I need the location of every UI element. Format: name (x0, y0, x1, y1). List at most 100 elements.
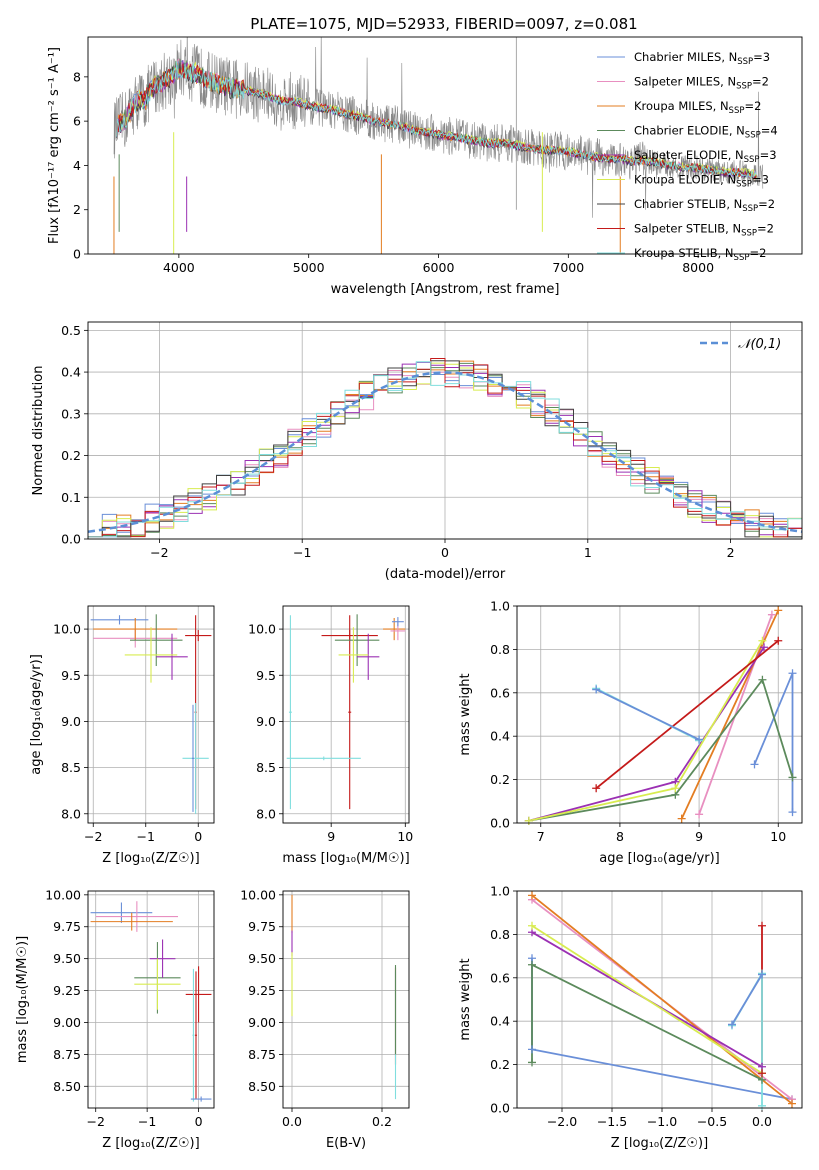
plot-area (90, 901, 212, 1102)
legend-label: Chabrier STELIB, NSSP=2 (634, 197, 775, 214)
weight-line (528, 640, 764, 822)
y-tick-label: 0.0 (490, 1101, 510, 1116)
x-tick-label: −1 (293, 545, 311, 560)
plus-marker (758, 970, 766, 979)
weight-line (753, 672, 794, 765)
plus-marker (528, 960, 536, 969)
y-tick-label: 9.00 (53, 1015, 81, 1030)
y-tick-label: 8.50 (53, 1079, 81, 1094)
x-tick-label: −0.5 (697, 1114, 727, 1129)
y-tick-label: 8.50 (248, 1079, 276, 1094)
y-tick-label: 0.2 (61, 448, 81, 463)
legend-label: 𝒩(0,1) (738, 337, 781, 352)
x-tick-label: 2 (727, 545, 735, 560)
panel-weight-vs-age: 7 8 9 10 0.0 0.2 0.4 0.6 0.8 1.0 age [log₁₀(age/yr… (458, 599, 803, 866)
y-tick-label: 8.5 (61, 760, 81, 775)
y-axis-label: Flux [fλ10⁻¹⁷ erg cm⁻² s⁻¹ A⁻¹] (47, 47, 62, 244)
model-spectrum-line (116, 61, 757, 180)
y-tick-label: 9.5 (61, 668, 81, 683)
y-tick-label: 9.50 (248, 951, 276, 966)
y-tick-label: 10.0 (53, 622, 81, 637)
x-tick-label: 8 (616, 829, 624, 844)
figure-title: PLATE=1075, MJD=52933, FIBERID=0097, z=0… (250, 15, 637, 33)
y-tick-label: 10.0 (248, 622, 276, 637)
y-tick-label: 0.5 (61, 323, 81, 338)
y-axis-label: Normed distribution (31, 366, 46, 496)
weight-line (595, 688, 700, 741)
x-tick-label: −2 (86, 1114, 104, 1129)
y-tick-label: 8 (73, 69, 81, 84)
plus-marker (528, 891, 536, 900)
x-tick-label: 6000 (423, 260, 455, 275)
legend-label: Chabrier ELODIE, NSSP=4 (634, 124, 778, 141)
plot-area (90, 614, 212, 814)
panel-spectrum: 4000 5000 6000 7000 8000 0 2 4 6 8 wavelength [Ang… (47, 36, 803, 297)
plus-marker (758, 1101, 766, 1110)
plus-marker (758, 675, 767, 684)
y-tick-label: 0.4 (490, 729, 510, 744)
plus-marker (592, 784, 601, 793)
axes-frame (282, 890, 410, 1109)
x-tick-label: −2 (84, 829, 102, 844)
panel-mass-vs-Z: −2 −1 0 8.50 8.75 9.00 9.25 9.50 9.75 10.00 Z [log… (15, 887, 215, 1151)
y-tick-label: 1.0 (490, 884, 510, 899)
plus-marker (671, 784, 680, 793)
plus-marker (677, 814, 686, 823)
normal-reference-curve (88, 371, 802, 533)
y-tick-label: 8.75 (53, 1047, 81, 1062)
x-axis-label: E(B-V) (326, 1136, 366, 1151)
x-tick-label: 7000 (552, 260, 584, 275)
y-tick-label: 0.1 (61, 490, 81, 505)
panel-age-vs-Z: −2 −1 0 8.0 8.5 9.0 9.5 10.0 Z [log₁₀(Z/Z☉)] age … (29, 605, 215, 866)
panel-mass-vs-ebv: 0.0 0.2 8.50 8.75 9.00 9.25 9.50 9.75 10.00 E(B-V… (240, 887, 410, 1151)
x-axis-label: wavelength [Angstrom, rest frame] (331, 282, 560, 297)
plot-area (528, 609, 794, 822)
y-tick-label: 0 (73, 247, 81, 262)
plus-marker (758, 636, 767, 645)
y-tick-label: 8.5 (256, 760, 276, 775)
x-tick-label: 8000 (682, 260, 714, 275)
axes-frame (87, 605, 215, 824)
y-tick-label: 9.25 (53, 983, 81, 998)
weight-line (531, 894, 793, 1105)
x-tick-label: 0 (194, 829, 202, 844)
plus-marker (758, 1069, 766, 1078)
plus-marker (788, 808, 797, 817)
plot-area (88, 358, 802, 539)
plus-marker (528, 1045, 536, 1054)
plot-area (291, 894, 397, 1100)
x-axis-label: mass [log₁₀(M/M☉)] (282, 851, 409, 866)
x-tick-label: −1.5 (597, 1114, 627, 1129)
axes-frame (516, 890, 803, 1109)
legend-label: Chabrier MILES, NSSP=3 (634, 50, 770, 67)
y-axis-label: mass weight (458, 673, 473, 755)
plus-marker (528, 921, 536, 930)
plus-marker (788, 669, 797, 678)
y-tick-label: 10.00 (240, 887, 276, 902)
plus-marker (758, 921, 766, 930)
plus-marker (695, 735, 704, 744)
plus-marker (760, 643, 768, 652)
x-tick-label: 0 (441, 545, 449, 560)
axes-frame (282, 605, 410, 824)
panel-age-vs-mass: 9 10 8.0 8.5 9.0 9.5 10.0 mass [log₁₀(M/M☉)] (248, 605, 413, 866)
x-axis-label: (data-model)/error (385, 567, 506, 582)
x-tick-label: −1 (137, 829, 155, 844)
y-tick-label: 0.0 (490, 816, 510, 831)
x-tick-label: 0.2 (372, 1114, 392, 1129)
legend-label: Kroupa ELODIE, NSSP=3 (634, 173, 769, 190)
plus-marker (750, 760, 759, 769)
weight-line (531, 924, 763, 1075)
legend-label: Kroupa STELIB, NSSP=2 (634, 246, 766, 263)
x-tick-label: 0.0 (752, 1114, 772, 1129)
y-axis-label: mass [log₁₀(M/M☉)] (15, 936, 30, 1063)
legend-label: Salpeter MILES, NSSP=2 (634, 75, 769, 92)
x-tick-label: −1.0 (647, 1114, 677, 1129)
legend-label: Salpeter ELODIE, NSSP=3 (634, 148, 777, 165)
weight-line (731, 974, 763, 1025)
axes-frame (87, 36, 803, 255)
y-tick-label: 2 (73, 202, 81, 217)
y-tick-label: 0.8 (490, 642, 510, 657)
x-tick-label: −2 (150, 545, 168, 560)
y-tick-label: 0.4 (490, 1014, 510, 1029)
